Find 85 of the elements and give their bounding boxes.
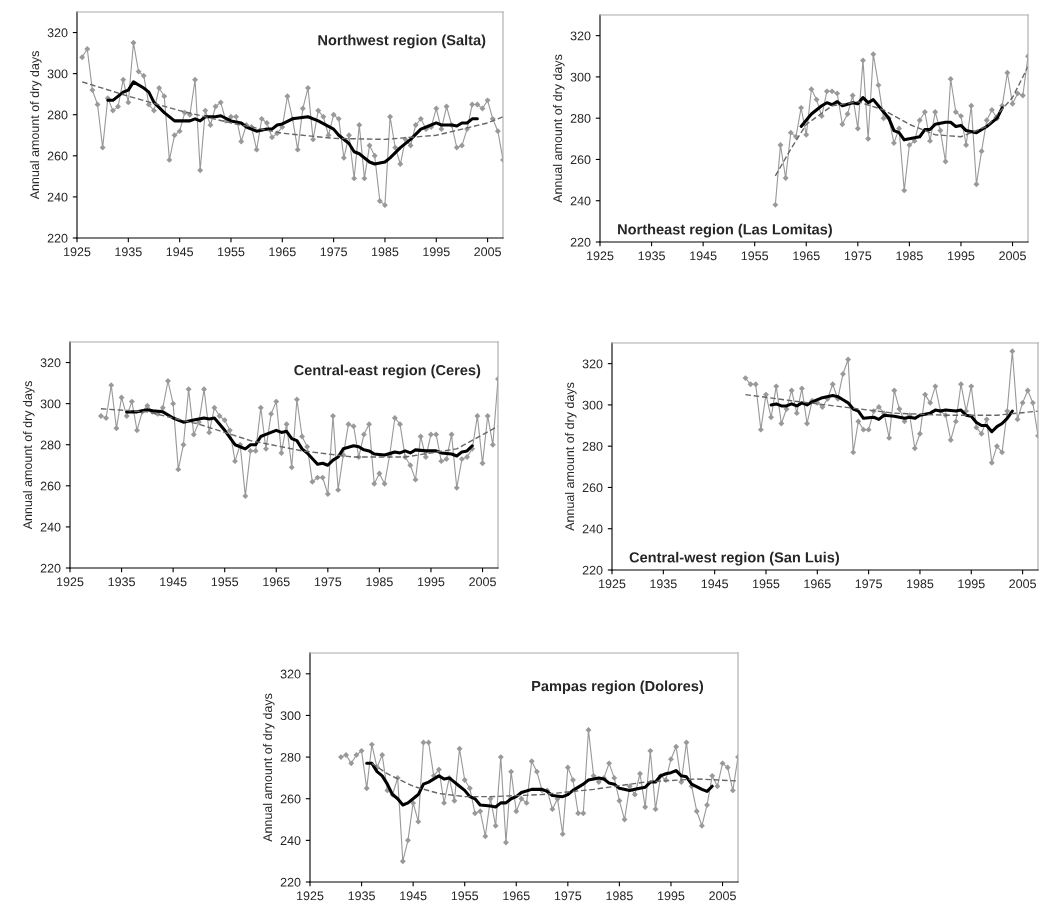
- y-tick-label: 240: [582, 524, 603, 534]
- x-tick-label: 1985: [606, 891, 633, 901]
- y-tick-label: 280: [40, 440, 61, 450]
- y-tick-label: 320: [582, 359, 603, 369]
- x-tick-label: 2005: [999, 251, 1026, 261]
- x-tick-label: 1985: [372, 247, 399, 257]
- y-tick-label: 220: [570, 237, 591, 247]
- x-tick-label: 2005: [469, 577, 496, 587]
- x-tick-label: 1985: [896, 251, 923, 261]
- y-tick-label: 280: [280, 752, 301, 762]
- x-tick-label: 1955: [753, 579, 780, 589]
- x-tick-label: 1935: [115, 247, 142, 257]
- y-tick-label: 280: [47, 110, 68, 120]
- y-tick-label: 300: [570, 72, 591, 82]
- y-tick-label: 220: [47, 233, 68, 243]
- x-tick-label: 1965: [503, 891, 530, 901]
- x-tick-label: 1995: [418, 577, 445, 587]
- x-tick-label: 2005: [474, 247, 501, 257]
- y-tick-label: 280: [582, 441, 603, 451]
- x-tick-label: 1995: [658, 891, 685, 901]
- x-tick-label: 1955: [211, 577, 239, 587]
- y-tick-label: 240: [47, 192, 68, 202]
- x-tick-label: 1975: [855, 579, 883, 589]
- y-axis-title: Annual amount of dry days: [262, 693, 275, 842]
- x-tick-label: 1965: [263, 577, 290, 587]
- x-tick-label: 1995: [948, 251, 975, 261]
- x-tick-label: 1945: [690, 251, 717, 261]
- y-axis-title: Annual amount of dry days: [564, 382, 577, 531]
- x-tick-label: 1955: [741, 251, 769, 261]
- x-tick-label: 1925: [64, 247, 91, 257]
- y-tick-label: 260: [570, 155, 591, 165]
- x-tick-label: 1985: [907, 579, 934, 589]
- y-tick-label: 300: [47, 69, 68, 79]
- y-axis-title: Annual amount of dry days: [22, 381, 35, 530]
- x-tick-label: 1965: [793, 251, 820, 261]
- x-tick-label: 1935: [650, 579, 677, 589]
- y-tick-label: 320: [40, 358, 61, 368]
- x-tick-label: 1975: [844, 251, 872, 261]
- x-tick-label: 1945: [400, 891, 427, 901]
- x-tick-label: 1975: [314, 577, 342, 587]
- text: Northeast region (Las Lomitas): [618, 223, 832, 238]
- y-tick-label: 240: [280, 836, 301, 846]
- y-tick-label: 220: [280, 877, 301, 887]
- y-tick-label: 220: [582, 565, 603, 575]
- x-tick-label: 1975: [554, 891, 582, 901]
- y-axis-title: Annual amount of dry days: [552, 54, 565, 203]
- y-tick-label: 300: [280, 711, 301, 721]
- y-tick-label: 320: [47, 28, 68, 38]
- x-tick-label: 1945: [166, 247, 194, 257]
- text: Northwest region (Salta): [318, 34, 486, 49]
- x-tick-label: 1955: [451, 891, 479, 901]
- y-tick-label: 260: [582, 483, 603, 493]
- y-tick-label: 260: [280, 794, 301, 804]
- x-tick-label: 1965: [269, 247, 296, 257]
- x-tick-label: 1925: [599, 579, 626, 589]
- x-tick-label: 1965: [804, 579, 831, 589]
- text: Central-west region (San Luis): [629, 551, 839, 566]
- x-tick-label: 1945: [160, 577, 187, 587]
- x-tick-label: 1995: [958, 579, 985, 589]
- y-tick-label: 320: [570, 31, 591, 41]
- x-tick-label: 1925: [297, 891, 324, 901]
- y-tick-label: 280: [570, 113, 591, 123]
- y-axis-title: Annual amount of dry days: [29, 51, 42, 200]
- y-tick-label: 240: [570, 196, 591, 206]
- x-tick-label: 1955: [218, 247, 245, 257]
- x-tick-label: 2005: [1009, 579, 1036, 589]
- x-tick-label: 1935: [348, 891, 375, 901]
- y-tick-label: 320: [280, 669, 301, 679]
- text: Pampas region (Dolores): [532, 680, 704, 695]
- x-tick-label: 1945: [701, 579, 729, 589]
- x-tick-label: 1975: [320, 247, 348, 257]
- x-tick-label: 1925: [57, 577, 84, 587]
- x-tick-label: 1935: [108, 577, 135, 587]
- y-tick-label: 260: [40, 481, 61, 491]
- y-tick-label: 260: [47, 151, 68, 161]
- x-tick-label: 1985: [366, 577, 393, 587]
- y-tick-label: 240: [40, 522, 61, 532]
- y-tick-label: 300: [582, 400, 603, 410]
- x-tick-label: 1925: [587, 251, 614, 261]
- text: Central-east region (Ceres): [294, 364, 481, 379]
- x-tick-label: 2005: [709, 891, 736, 901]
- x-tick-label: 1995: [423, 247, 450, 257]
- y-tick-label: 300: [40, 399, 61, 409]
- y-tick-label: 220: [40, 563, 61, 573]
- x-tick-label: 1935: [638, 251, 665, 261]
